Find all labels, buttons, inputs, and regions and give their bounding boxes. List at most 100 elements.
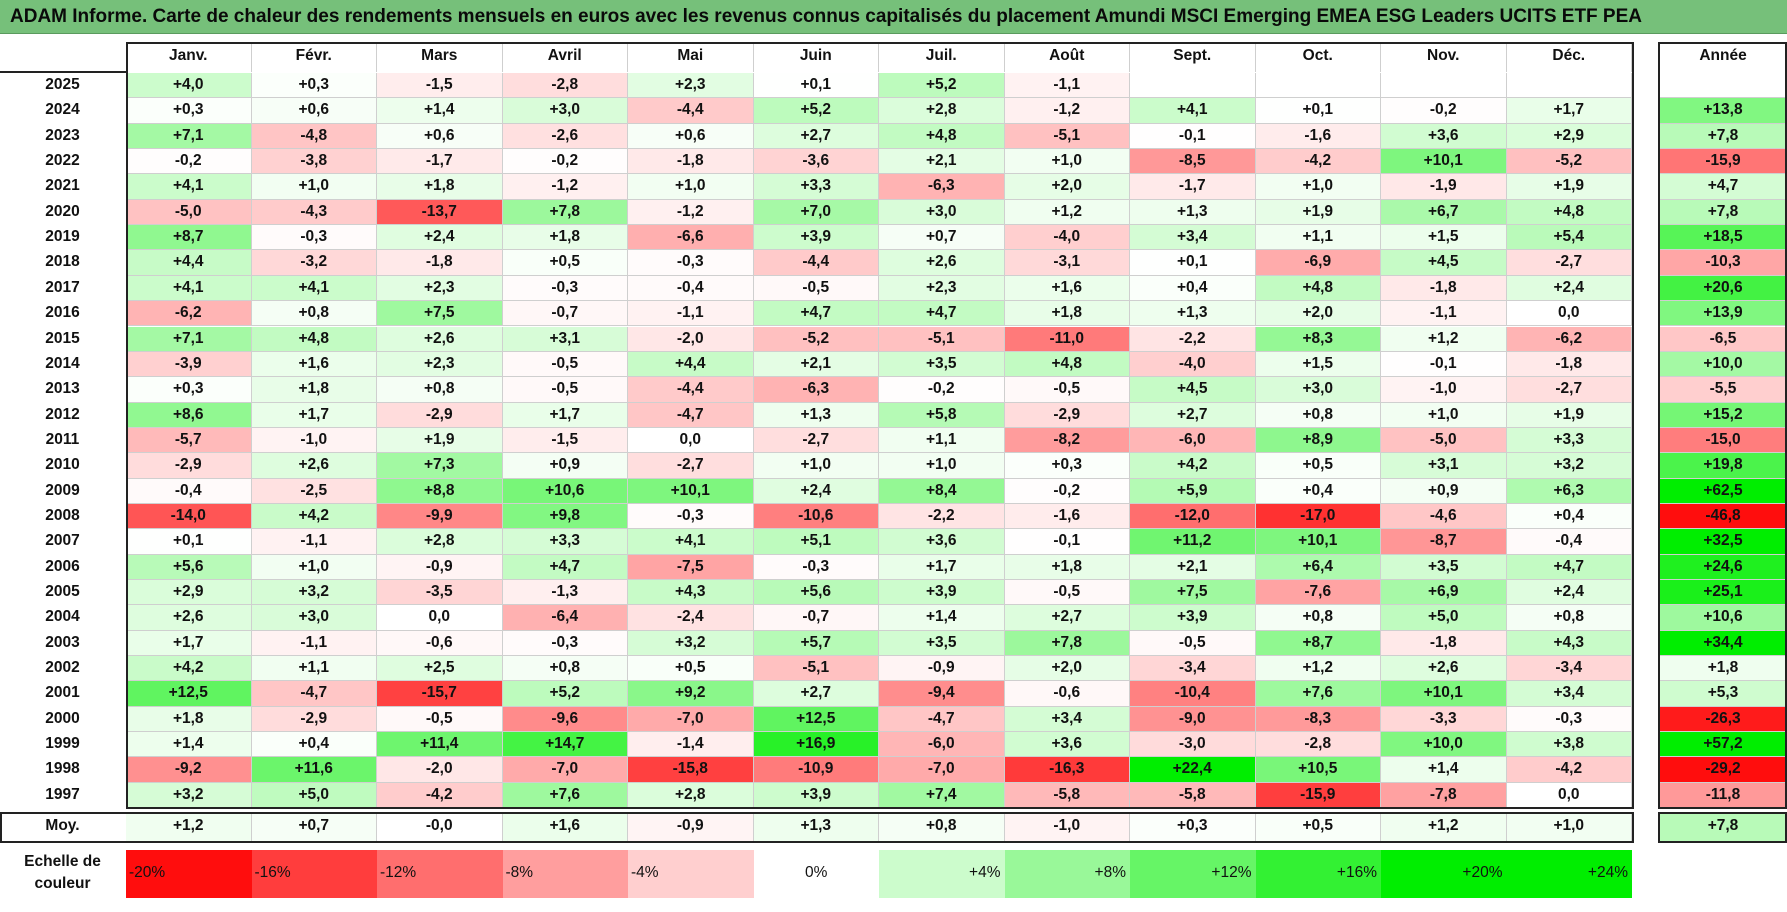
heatmap-cell: 0,0 bbox=[1506, 301, 1632, 327]
heatmap-cell: +8,4 bbox=[879, 478, 1005, 504]
annual-cell: -11,8 bbox=[1660, 782, 1787, 809]
heatmap-cell: -2,9 bbox=[377, 402, 503, 428]
heatmap-cell: -4,6 bbox=[1381, 503, 1507, 530]
heatmap-cell: -0,2 bbox=[1004, 478, 1130, 504]
annual-cell: +32,5 bbox=[1660, 529, 1787, 555]
heatmap-cell: +2,0 bbox=[1255, 301, 1381, 327]
heatmap-cell: +4,7 bbox=[1506, 554, 1632, 580]
heatmap-cell: +3,0 bbox=[1255, 377, 1381, 403]
annual-cell: +20,6 bbox=[1660, 275, 1787, 302]
annual-cell: +10,6 bbox=[1660, 605, 1787, 631]
heatmap-cell: -1,7 bbox=[377, 149, 503, 175]
heatmap-cell: +7,6 bbox=[502, 782, 628, 809]
color-scale-swatch: 0% bbox=[753, 850, 879, 898]
average-cell: -0,0 bbox=[377, 814, 503, 843]
heatmap-cell: -1,2 bbox=[502, 174, 628, 200]
row-year-label: 1997 bbox=[45, 785, 80, 803]
row-year-label: 2015 bbox=[45, 329, 80, 347]
heatmap-cell: +3,1 bbox=[1381, 453, 1507, 479]
heatmap-cell: -1,1 bbox=[251, 630, 377, 657]
heatmap-cell: -1,8 bbox=[628, 149, 754, 175]
column-header: Juin bbox=[754, 42, 879, 72]
heatmap-cell: +4,1 bbox=[628, 529, 754, 555]
heatmap-cell: -5,2 bbox=[1506, 149, 1632, 175]
heatmap-cell: +1,1 bbox=[251, 656, 377, 682]
heatmap-cell: +0,8 bbox=[502, 656, 628, 682]
heatmap-cell: 0,0 bbox=[628, 427, 754, 454]
heatmap-cell: +1,2 bbox=[1381, 326, 1507, 352]
heatmap-cell: -4,8 bbox=[251, 123, 377, 150]
heatmap-cell: +3,8 bbox=[1506, 732, 1632, 758]
heatmap-cell: 0,0 bbox=[1506, 782, 1632, 809]
heatmap-cell: -1,8 bbox=[377, 250, 503, 276]
heatmap-cell: +7,8 bbox=[502, 199, 628, 226]
heatmap-cell: -5,1 bbox=[753, 656, 879, 682]
heatmap-cell: -1,7 bbox=[1130, 174, 1256, 200]
heatmap-cell: +3,3 bbox=[502, 529, 628, 555]
heatmap-cell: -5,7 bbox=[126, 427, 252, 454]
annual-cell: +18,5 bbox=[1660, 225, 1787, 251]
average-cell: +1,6 bbox=[502, 814, 628, 843]
heatmap-cell: -10,6 bbox=[753, 503, 879, 530]
annual-cell: +19,8 bbox=[1660, 453, 1787, 479]
heatmap-cell: +1,0 bbox=[251, 554, 377, 580]
heatmap-cell: +2,6 bbox=[377, 326, 503, 352]
annual-cell: +13,8 bbox=[1660, 98, 1787, 124]
annual-cell: +13,9 bbox=[1660, 301, 1787, 327]
heatmap-cell bbox=[1255, 73, 1381, 99]
heatmap-cell: -0,5 bbox=[502, 377, 628, 403]
heatmap-cell: +8,3 bbox=[1255, 326, 1381, 352]
heatmap-cell: +1,4 bbox=[1381, 757, 1507, 783]
heatmap-cell: 0,0 bbox=[377, 605, 503, 631]
heatmap-cell: -0,5 bbox=[753, 275, 879, 302]
heatmap-cell: +1,6 bbox=[1004, 275, 1130, 302]
heatmap-cell: +0,1 bbox=[753, 73, 879, 99]
heatmap-cell: +5,0 bbox=[251, 782, 377, 809]
heatmap-cell: -0,4 bbox=[628, 275, 754, 302]
heatmap-cell: +0,8 bbox=[1255, 402, 1381, 428]
heatmap-cell: -11,0 bbox=[1004, 326, 1130, 352]
heatmap-cell: +4,8 bbox=[1255, 275, 1381, 302]
heatmap-cell: +2,8 bbox=[628, 782, 754, 809]
heatmap-cell: -17,0 bbox=[1255, 503, 1381, 530]
heatmap-cell: +1,3 bbox=[1130, 301, 1256, 327]
heatmap-cell: -3,3 bbox=[1381, 706, 1507, 733]
heatmap-cell: -0,1 bbox=[1130, 123, 1256, 150]
heatmap-cell: +3,0 bbox=[879, 199, 1005, 226]
heatmap-cell: -2,8 bbox=[1255, 732, 1381, 758]
row-year-label: 2025 bbox=[45, 76, 80, 93]
heatmap-cell: +2,8 bbox=[879, 98, 1005, 124]
heatmap-cell: +1,0 bbox=[1255, 174, 1381, 200]
heatmap-cell: +4,7 bbox=[879, 301, 1005, 327]
heatmap-cell: -10,9 bbox=[753, 757, 879, 783]
row-year-label: 2000 bbox=[45, 709, 80, 727]
heatmap-cell: +1,9 bbox=[1506, 174, 1632, 200]
heatmap-cell: +1,2 bbox=[1004, 199, 1130, 226]
row-year-label: 2023 bbox=[45, 126, 80, 144]
heatmap-cell: -7,0 bbox=[628, 706, 754, 733]
heatmap-cell: +4,3 bbox=[1506, 630, 1632, 657]
row-year-label: 1999 bbox=[45, 735, 80, 753]
heatmap-cell: -3,6 bbox=[753, 149, 879, 175]
heatmap-cell: -6,3 bbox=[879, 174, 1005, 200]
heatmap-cell: +2,0 bbox=[1004, 656, 1130, 682]
heatmap-cell: +12,5 bbox=[126, 681, 252, 707]
heatmap-cell: +1,9 bbox=[1255, 199, 1381, 226]
heatmap-cell: -3,2 bbox=[251, 250, 377, 276]
heatmap-cell: -4,7 bbox=[251, 681, 377, 707]
heatmap-cell: +4,3 bbox=[628, 580, 754, 606]
heatmap-cell: -1,1 bbox=[251, 529, 377, 555]
heatmap-cell: -9,9 bbox=[377, 503, 503, 530]
heatmap-cell: -3,1 bbox=[1004, 250, 1130, 276]
heatmap-cell: -2,7 bbox=[1506, 377, 1632, 403]
heatmap-cell: -5,0 bbox=[126, 199, 252, 226]
heatmap-cell: +0,9 bbox=[1381, 478, 1507, 504]
heatmap-cell: +3,5 bbox=[879, 351, 1005, 378]
heatmap-cell: +2,4 bbox=[377, 225, 503, 251]
heatmap-cell: +1,1 bbox=[879, 427, 1005, 454]
column-header: Févr. bbox=[252, 42, 377, 72]
heatmap-cell: +1,3 bbox=[1130, 199, 1256, 226]
heatmap-cell: +3,4 bbox=[1130, 225, 1256, 251]
heatmap-cell: -2,8 bbox=[502, 73, 628, 99]
heatmap-cell: -0,4 bbox=[1506, 529, 1632, 555]
